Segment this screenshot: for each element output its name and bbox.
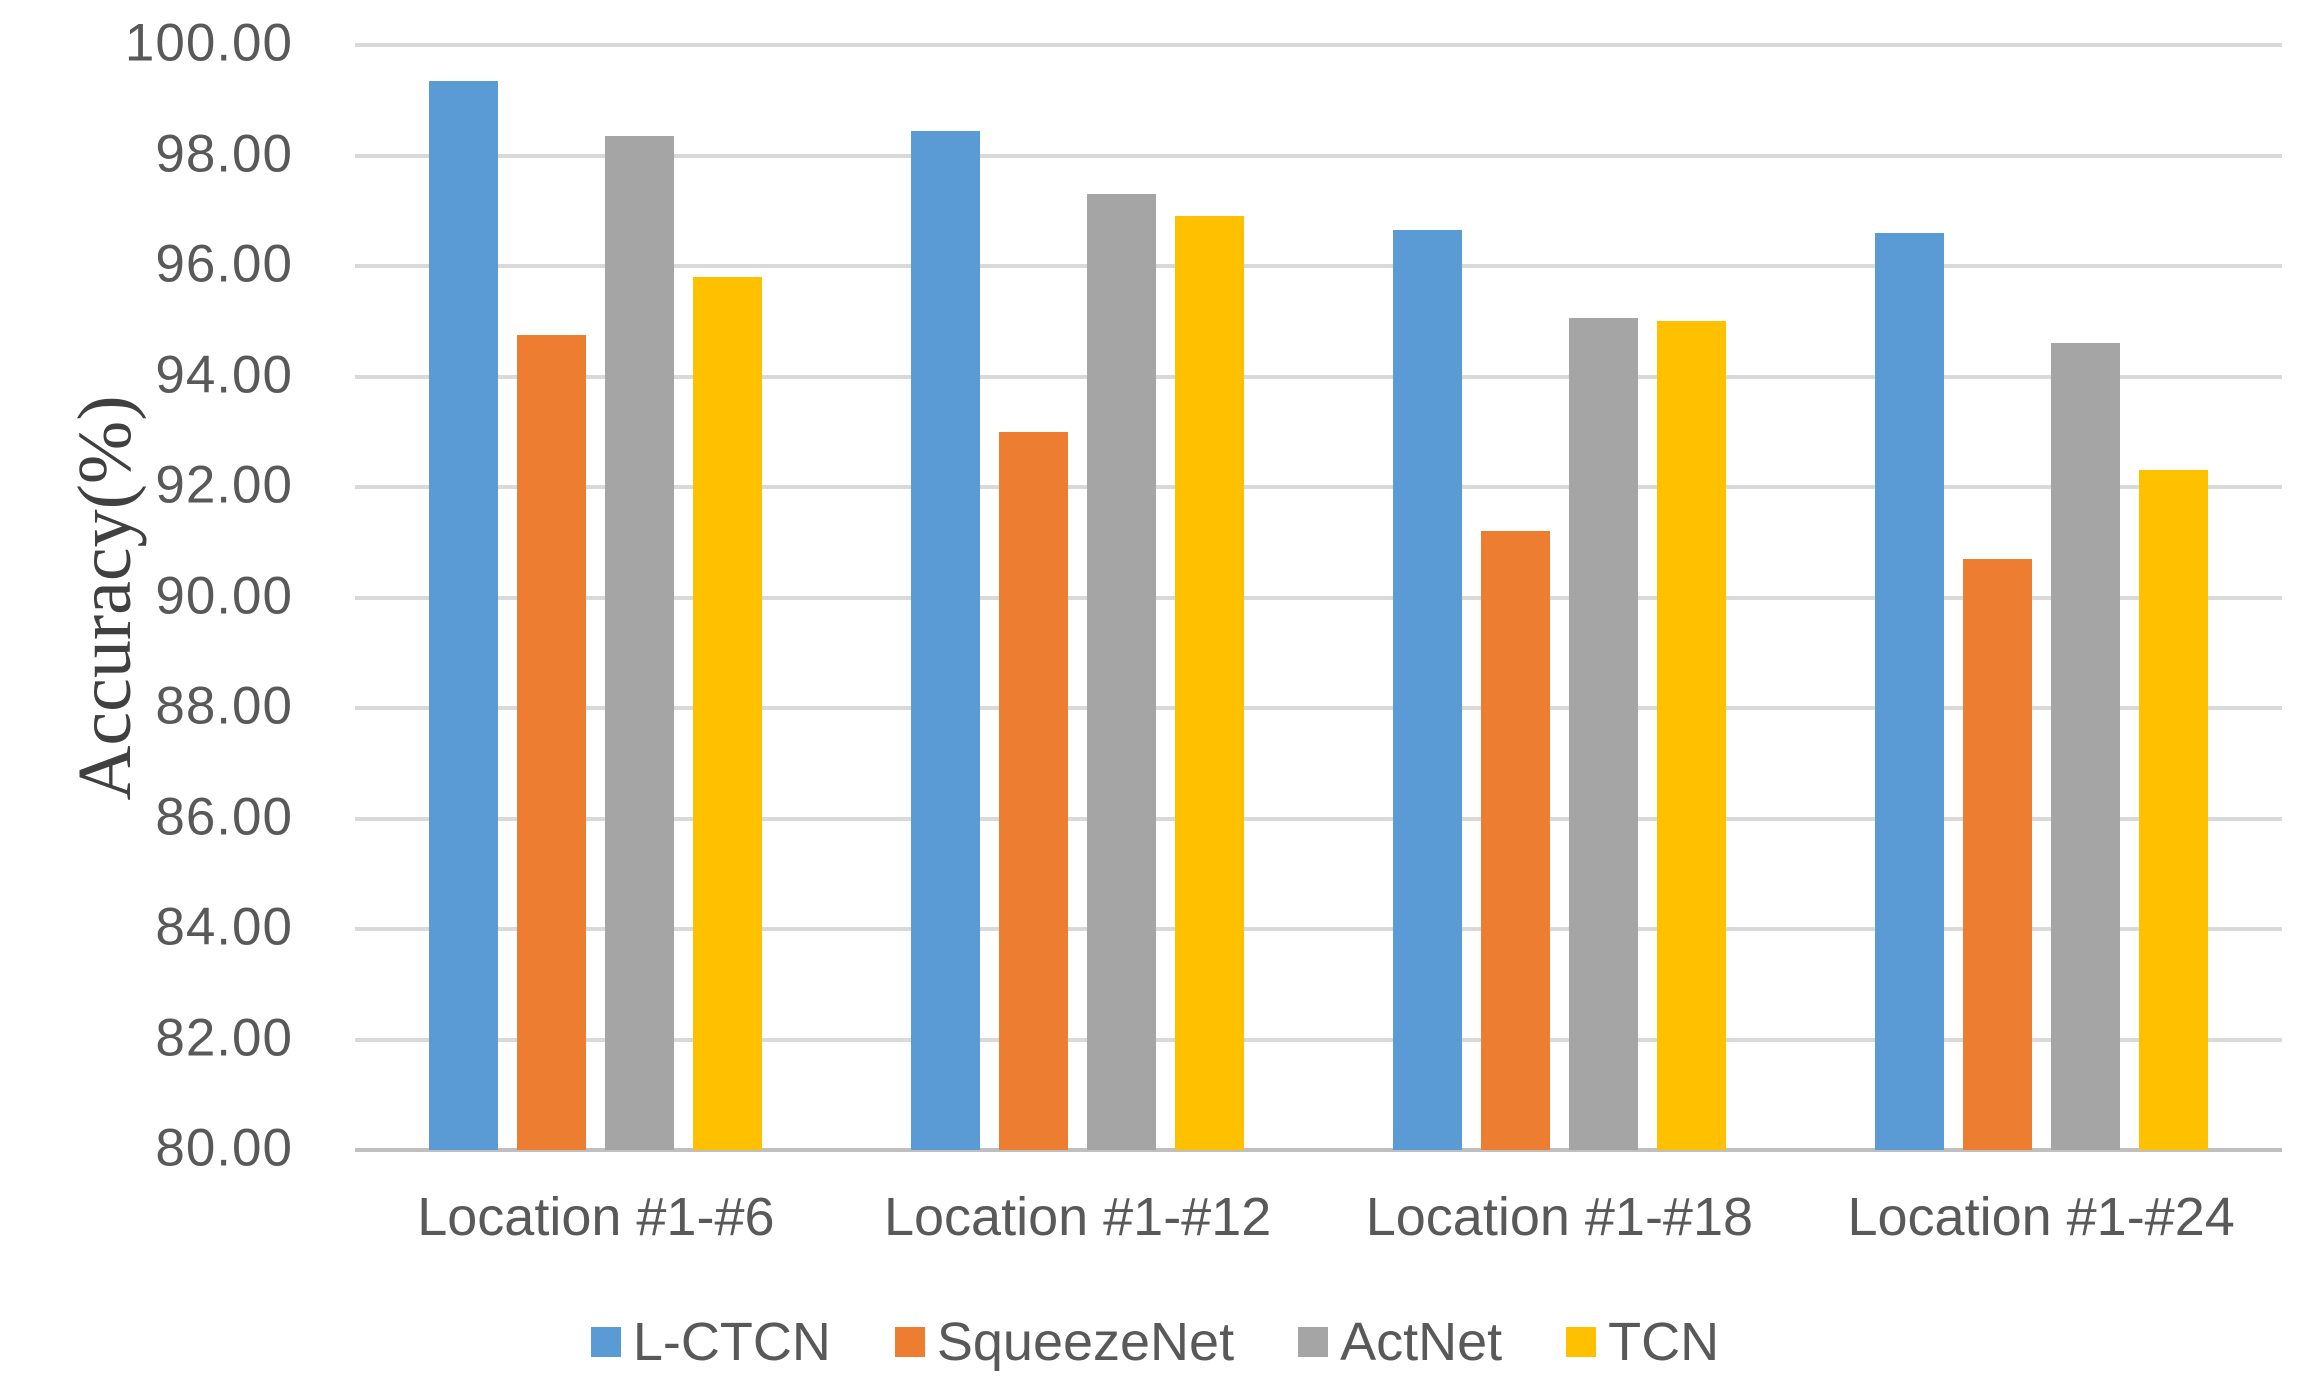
- bar-squeezenet: [999, 431, 1069, 1150]
- bar-tcn: [1656, 321, 1726, 1150]
- legend-label: TCN: [1608, 1312, 1720, 1372]
- y-tick-label: 96.00: [155, 234, 293, 294]
- legend-item-l-ctcn: L-CTCN: [590, 1312, 831, 1372]
- bar-tcn: [1175, 216, 1245, 1150]
- x-category-label: Location #1-#18: [1365, 1187, 1754, 1247]
- bar-l-ctcn: [1874, 232, 1944, 1150]
- y-tick-label: 88.00: [155, 676, 293, 736]
- x-category-label: Location #1-#12: [883, 1187, 1272, 1247]
- y-tick-label: 82.00: [155, 1007, 293, 1067]
- gridline: [355, 153, 2282, 158]
- bar-tcn: [693, 277, 763, 1150]
- y-tick-label: 84.00: [155, 897, 293, 957]
- bar-l-ctcn: [1392, 230, 1462, 1150]
- bar-squeezenet: [1480, 531, 1550, 1150]
- bar-tcn: [2138, 470, 2208, 1150]
- x-category-label: Location #1-#24: [1847, 1187, 2235, 1247]
- y-tick-label: 100.00: [124, 13, 293, 73]
- legend-swatch-icon: [1566, 1327, 1597, 1357]
- legend-swatch-icon: [894, 1327, 925, 1357]
- y-tick-label: 92.00: [155, 455, 293, 515]
- legend-label: ActNet: [1340, 1312, 1503, 1372]
- gridline: [355, 595, 2282, 600]
- y-tick-label: 94.00: [155, 344, 293, 404]
- gridline: [355, 264, 2282, 268]
- x-category-label: Location #1-#6: [417, 1187, 775, 1247]
- x-axis-line: [355, 1148, 2282, 1152]
- bar-squeezenet: [1962, 558, 2032, 1150]
- bar-squeezenet: [517, 335, 587, 1150]
- gridline: [355, 816, 2282, 821]
- legend-swatch-icon: [1298, 1327, 1329, 1357]
- gridline: [355, 485, 2282, 489]
- y-tick-label: 86.00: [155, 786, 293, 846]
- legend-item-squeezenet: SqueezeNet: [894, 1312, 1235, 1372]
- legend: L-CTCN SqueezeNet ActNet TCN: [0, 1312, 2310, 1372]
- bar-l-ctcn: [911, 130, 981, 1150]
- bar-actnet: [2050, 343, 2120, 1150]
- bar-actnet: [1568, 318, 1638, 1150]
- gridline: [355, 43, 2282, 47]
- y-tick-label: 98.00: [155, 123, 293, 183]
- legend-label: L-CTCN: [632, 1312, 831, 1372]
- legend-label: SqueezeNet: [936, 1312, 1235, 1372]
- legend-swatch-icon: [590, 1327, 621, 1357]
- legend-item-tcn: TCN: [1566, 1315, 1719, 1369]
- bar-actnet: [1087, 194, 1157, 1150]
- y-tick-label: 90.00: [155, 565, 293, 625]
- gridline: [355, 374, 2282, 379]
- gridline: [355, 1037, 2282, 1042]
- gridline: [355, 927, 2282, 931]
- y-tick-label: 80.00: [155, 1118, 293, 1178]
- legend-item-actnet: ActNet: [1298, 1315, 1502, 1369]
- plot-area: [355, 43, 2282, 1152]
- bar-actnet: [605, 136, 675, 1150]
- bar-l-ctcn: [429, 80, 499, 1150]
- gridline: [355, 706, 2282, 710]
